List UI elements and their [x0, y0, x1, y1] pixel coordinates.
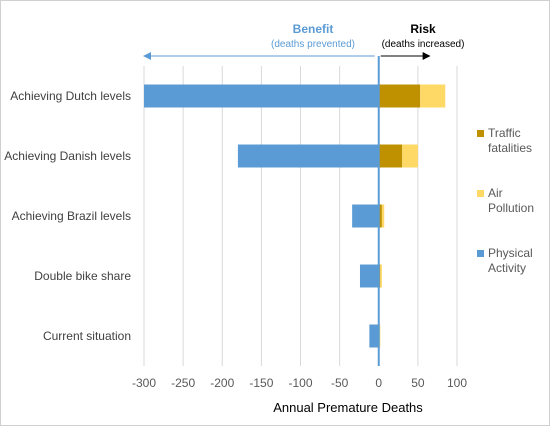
bar-traffic-fatalities: [378, 144, 403, 168]
risk-subtitle: (deaths increased): [382, 39, 465, 50]
x-tick-label: 100: [447, 376, 467, 390]
x-tick-labels: -300 -250 -200 -150 -100 -50 0 50 100: [132, 376, 467, 390]
legend-swatch: [477, 190, 484, 197]
bar-physical-activity: [237, 144, 379, 168]
x-tick-label: -300: [132, 376, 156, 390]
category-labels: Achieving Dutch levels Achieving Danish l…: [4, 89, 131, 343]
category-label: Achieving Danish levels: [4, 149, 131, 163]
x-tick-label: -250: [171, 376, 195, 390]
bar-traffic-fatalities: [378, 204, 382, 228]
bar-air-pollution: [380, 264, 382, 288]
legend-entry: Physical Activity: [488, 246, 533, 275]
bar-air-pollution: [420, 84, 446, 108]
category-label: Current situation: [43, 329, 131, 343]
legend-entry: Traffic fatalities: [488, 126, 532, 155]
legend-entry-line: Activity: [488, 261, 526, 275]
legend-entry-line: Pollution: [488, 201, 534, 215]
x-tick-label: -50: [331, 376, 349, 390]
gridlines: [143, 66, 458, 366]
x-tick-label: 0: [375, 376, 382, 390]
bar-physical-activity: [359, 264, 379, 288]
benefit-title: Benefit: [293, 22, 334, 36]
category-label: Achieving Brazil levels: [12, 209, 131, 223]
bar-air-pollution: [402, 144, 418, 168]
legend: Traffic fatalities Air Pollution Physical Act…: [477, 126, 534, 275]
bar-air-pollution: [379, 324, 381, 348]
bar-traffic-fatalities: [378, 84, 421, 108]
legend-entry-line: Physical: [488, 246, 533, 260]
benefit-subtitle: (deaths prevented): [271, 39, 355, 50]
bars: [144, 84, 446, 348]
legend-entry: Air Pollution: [488, 186, 534, 215]
benefit-risk-annotation: Benefit (deaths prevented) Risk (deaths …: [143, 22, 465, 60]
legend-entry-line: Traffic: [488, 126, 521, 140]
bar-physical-activity: [369, 324, 379, 348]
category-label: Achieving Dutch levels: [10, 89, 131, 103]
x-tick-label: 50: [411, 376, 425, 390]
x-tick-label: -200: [210, 376, 234, 390]
legend-swatch: [477, 130, 484, 137]
x-tick-label: -100: [288, 376, 312, 390]
legend-entry-line: fatalities: [488, 141, 532, 155]
x-axis-title: Annual Premature Deaths: [273, 400, 423, 415]
bar-physical-activity: [144, 84, 379, 108]
bar-physical-activity: [352, 204, 379, 228]
legend-entry-line: Air: [488, 186, 503, 200]
risk-title: Risk: [410, 22, 436, 36]
legend-swatch: [477, 250, 484, 257]
category-label: Double bike share: [34, 269, 131, 283]
bar-air-pollution: [381, 204, 385, 228]
x-tick-label: -150: [249, 376, 273, 390]
